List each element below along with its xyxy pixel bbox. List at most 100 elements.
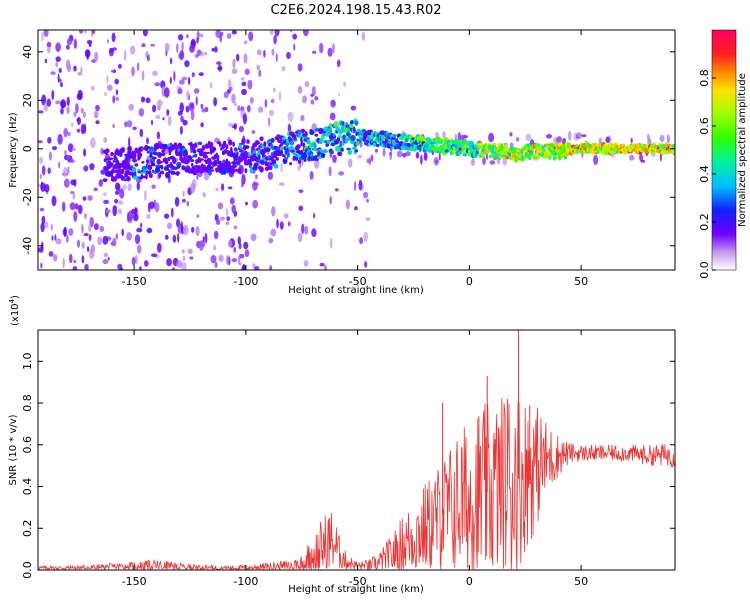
ridge-blob: [266, 161, 270, 168]
spectral-blob: [186, 201, 190, 207]
spectral-blob: [74, 203, 79, 210]
spectral-blob: [75, 103, 79, 114]
spectral-blob: [146, 227, 153, 234]
ridge-blob: [300, 149, 304, 156]
spectral-blob: [471, 158, 475, 166]
spectral-blob: [489, 160, 496, 165]
spectral-blob: [243, 40, 248, 45]
spectral-blob: [112, 47, 117, 51]
ridge-blob: [273, 145, 279, 150]
spectral-blob: [202, 236, 205, 242]
spectral-blob: [509, 132, 513, 137]
spectral-blob: [251, 130, 256, 134]
ridge-blob: [166, 167, 169, 171]
spectral-blob: [363, 231, 369, 242]
spectral-blob: [270, 228, 277, 237]
spectral-blob: [60, 82, 63, 88]
ridge-blob: [228, 139, 233, 146]
spectral-blob: [249, 97, 254, 104]
spectral-blob: [415, 151, 420, 159]
ridge-blob: [112, 160, 116, 163]
spectral-blob: [200, 51, 205, 57]
spectral-blob: [134, 206, 138, 217]
spectral-blob: [300, 115, 305, 122]
spectral-blob: [242, 113, 247, 125]
ridge-blob: [124, 153, 129, 157]
spectral-blob: [304, 225, 309, 235]
spectral-blob: [332, 154, 337, 163]
ridge-blob: [113, 177, 118, 181]
spectral-blob: [38, 140, 43, 144]
spectral-blob: [154, 82, 161, 87]
spectral-blob: [114, 78, 119, 85]
spectral-blob: [310, 93, 314, 97]
spectral-blob: [55, 42, 61, 52]
spectral-blob: [149, 201, 155, 210]
spectral-blob: [290, 30, 292, 33]
spectral-blob: [115, 233, 119, 240]
spectral-blob: [88, 43, 92, 47]
spectral-blob: [214, 46, 218, 53]
spectral-blob: [139, 266, 142, 270]
spectral-blob: [69, 190, 75, 195]
spectral-blob: [54, 234, 57, 241]
spectral-blob: [243, 241, 249, 250]
spectral-blob: [81, 255, 85, 264]
ridge-blob: [671, 144, 675, 147]
x-tick-label: -50: [349, 575, 367, 588]
ridge-blob: [109, 162, 114, 167]
spectral-blob: [219, 32, 223, 43]
ridge-blob: [541, 145, 545, 150]
spectral-blob: [138, 108, 145, 117]
spectral-blob: [182, 119, 188, 126]
ridge-blob: [238, 144, 243, 149]
spectral-blob: [93, 110, 99, 117]
spectral-blob: [629, 154, 635, 161]
spectral-blob: [463, 135, 469, 139]
ridge-blob: [273, 163, 279, 169]
spectral-blob: [252, 263, 256, 269]
spectral-blob: [154, 202, 160, 213]
colorbar-tick-label: 0.2: [698, 213, 711, 231]
ridge-blob: [107, 157, 114, 161]
spectral-blob: [66, 59, 71, 70]
x-tick-label: 50: [574, 575, 588, 588]
spectral-blob: [164, 42, 170, 52]
spectral-blob: [248, 31, 254, 42]
ridge-blob: [462, 153, 468, 157]
snr-panel: -150 -100 -50 0 50 0.0 0.2 0.4 0.6 0.8 1.0 Height …: [8, 295, 676, 595]
ridge-blob: [392, 133, 397, 138]
ridge-blob: [428, 147, 432, 154]
ridge-blob: [258, 154, 261, 160]
spectral-blob: [152, 70, 158, 77]
spectral-blob: [51, 89, 55, 100]
ridge-blob: [141, 161, 145, 164]
spectral-blob: [270, 98, 275, 104]
spectral-blob: [157, 99, 163, 107]
snr-multiplier-base: (x10: [10, 303, 21, 326]
spectral-blob: [82, 196, 87, 201]
spectral-blob: [359, 237, 364, 245]
spectral-blob: [196, 214, 200, 219]
ridge-blob: [161, 152, 166, 157]
ridge-blob: [268, 165, 273, 170]
ridge-blob: [192, 149, 197, 154]
spectral-blob: [179, 50, 185, 60]
ridge-blob: [195, 169, 200, 173]
spectral-blob: [119, 267, 124, 270]
spectral-blob: [78, 204, 83, 215]
x-tick-label: 0: [466, 275, 473, 288]
spectral-blob: [232, 59, 235, 68]
ridge-blob: [304, 131, 308, 137]
ridge-blob: [161, 149, 166, 153]
ridge-blob: [159, 170, 165, 175]
ridge-blob: [177, 164, 181, 169]
spectral-blob: [221, 183, 225, 191]
ridge-blob: [241, 138, 246, 143]
spectral-blob: [131, 66, 135, 77]
spectral-blob: [67, 131, 71, 137]
spectral-blob: [104, 92, 107, 97]
spectral-blob: [269, 30, 274, 35]
spectral-blob: [303, 30, 309, 37]
spectral-blob: [217, 66, 223, 71]
